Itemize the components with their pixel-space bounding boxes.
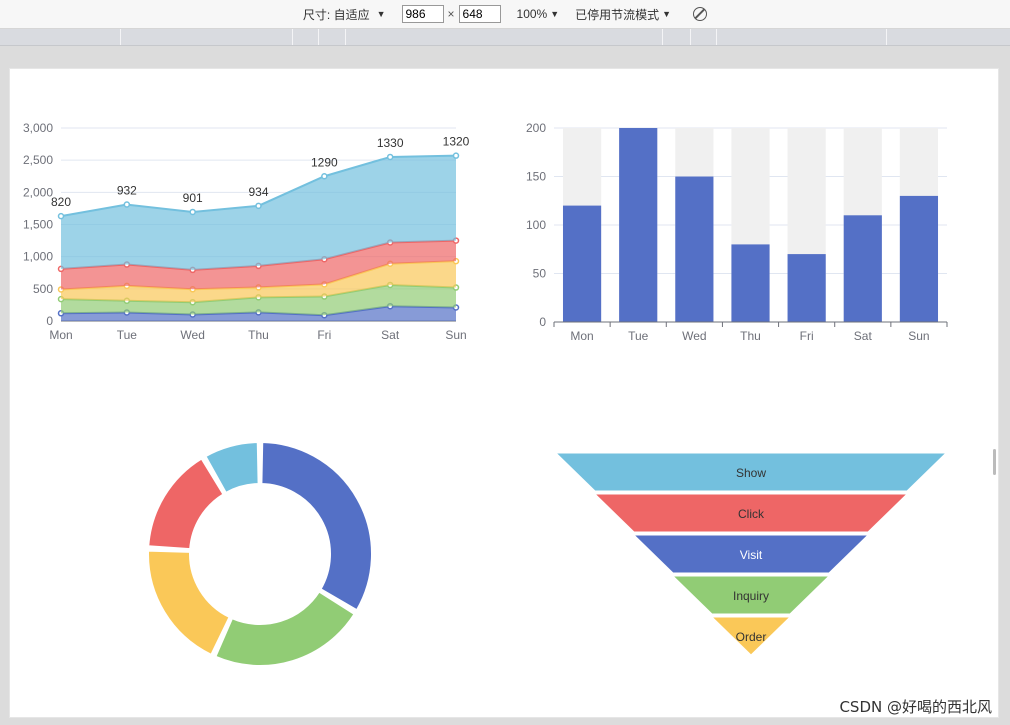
data-label: 932 <box>117 184 137 198</box>
funnel-label: Visit <box>740 548 763 562</box>
caret-down-icon: ▼ <box>550 9 560 19</box>
y-tick-label: 150 <box>526 170 546 184</box>
bar <box>731 244 770 322</box>
y-tick-label: 2,500 <box>23 153 53 167</box>
throttle-label: 已停用节流模式 <box>575 7 660 22</box>
x-tick-label: Sat <box>381 328 400 342</box>
donut-slice <box>260 441 373 612</box>
funnel-stage <box>710 616 792 656</box>
data-point <box>386 153 394 161</box>
size-label: 尺寸: 自适应 <box>302 7 370 22</box>
y-tick-label: 1,000 <box>23 250 53 264</box>
x-tick-label: Mon <box>49 328 72 342</box>
bar <box>675 176 714 322</box>
x-tick-label: Tue <box>628 329 649 343</box>
page-canvas: 0 500 1,000 1,500 2,000 2,500 3,000 Mon Tue Wed Th… <box>9 68 999 718</box>
width-input[interactable] <box>401 5 444 23</box>
stacked-area-chart <box>57 127 460 322</box>
bar <box>899 195 939 322</box>
donut-slice <box>147 457 225 551</box>
donut-chart <box>147 441 373 667</box>
x-tick-label: Mon <box>570 329 593 343</box>
data-label: 1330 <box>377 136 404 150</box>
y-tick-label: 200 <box>526 121 546 135</box>
donut-slice <box>204 441 260 494</box>
funnel-stage <box>554 452 948 492</box>
x-tick-label: Wed <box>682 329 706 343</box>
data-label: 1320 <box>443 135 470 149</box>
x-tick-label: Sat <box>854 329 873 343</box>
y-tick-label: 1,500 <box>23 218 53 232</box>
dimension-fields: × <box>401 5 501 23</box>
height-input[interactable] <box>458 5 501 23</box>
data-label: 820 <box>51 195 71 209</box>
funnel-stage <box>593 493 909 533</box>
donut-slice <box>214 590 356 667</box>
caret-down-icon: ▼ <box>376 9 386 19</box>
no-rotate-icon <box>693 7 708 21</box>
x-tick-label: Sun <box>445 328 466 342</box>
funnel-stage <box>671 575 831 615</box>
funnel-label: Click <box>738 507 765 521</box>
data-point <box>452 152 460 159</box>
x-tick-label: Thu <box>740 329 761 343</box>
funnel-label: Order <box>736 630 767 644</box>
y-tick-label: 2,000 <box>23 185 53 199</box>
data-label: 934 <box>248 185 268 199</box>
size-dropdown[interactable]: 尺寸: 自适应 ▼ <box>303 6 386 23</box>
y-tick-label: 50 <box>533 267 547 281</box>
device-toolbar: 尺寸: 自适应 ▼ × 100% ▼ 已停用节流模式 ▼ <box>0 0 1010 29</box>
x-tick-label: Thu <box>248 328 269 342</box>
data-point <box>255 202 262 210</box>
watermark: CSDN @好喝的西北风 <box>839 698 992 716</box>
zoom-label: 100% <box>516 7 548 21</box>
bar <box>787 254 826 322</box>
x-tick-label: Sun <box>908 329 929 343</box>
data-point <box>123 201 131 208</box>
y-tick-label: 500 <box>33 282 53 296</box>
bar-chart <box>553 127 948 327</box>
data-label: 901 <box>183 191 203 205</box>
y-tick-label: 0 <box>46 314 53 328</box>
y-tick-label: 3,000 <box>23 121 53 135</box>
zoom-dropdown[interactable]: 100% ▼ <box>517 7 560 21</box>
x-tick-label: Fri <box>317 328 331 342</box>
x-tick-label: Wed <box>180 328 204 342</box>
scrollbar[interactable] <box>993 449 996 475</box>
data-point <box>57 212 65 220</box>
funnel-stage <box>632 534 870 574</box>
x-tick-label: Fri <box>800 329 814 343</box>
area-series-4 <box>61 155 456 270</box>
bar <box>562 205 602 322</box>
data-point <box>189 208 196 216</box>
funnel-chart <box>554 452 948 656</box>
x-tick-label: Tue <box>117 328 138 342</box>
data-label: 1290 <box>311 155 338 169</box>
bar <box>843 215 882 322</box>
y-tick-label: 0 <box>539 315 546 329</box>
area-series-3 <box>61 240 456 290</box>
times-icon: × <box>447 7 455 21</box>
bar <box>619 128 658 322</box>
area-series-2 <box>61 261 456 303</box>
throttle-dropdown[interactable]: 已停用节流模式 ▼ <box>575 6 671 23</box>
rotate-button[interactable] <box>687 7 708 21</box>
donut-slice <box>147 549 231 656</box>
y-tick-label: 100 <box>526 218 546 232</box>
media-query-ruler[interactable] <box>0 29 1010 46</box>
funnel-label: Inquiry <box>733 589 769 603</box>
data-point <box>321 173 328 180</box>
caret-down-icon: ▼ <box>662 9 672 19</box>
funnel-label: Show <box>736 466 766 480</box>
